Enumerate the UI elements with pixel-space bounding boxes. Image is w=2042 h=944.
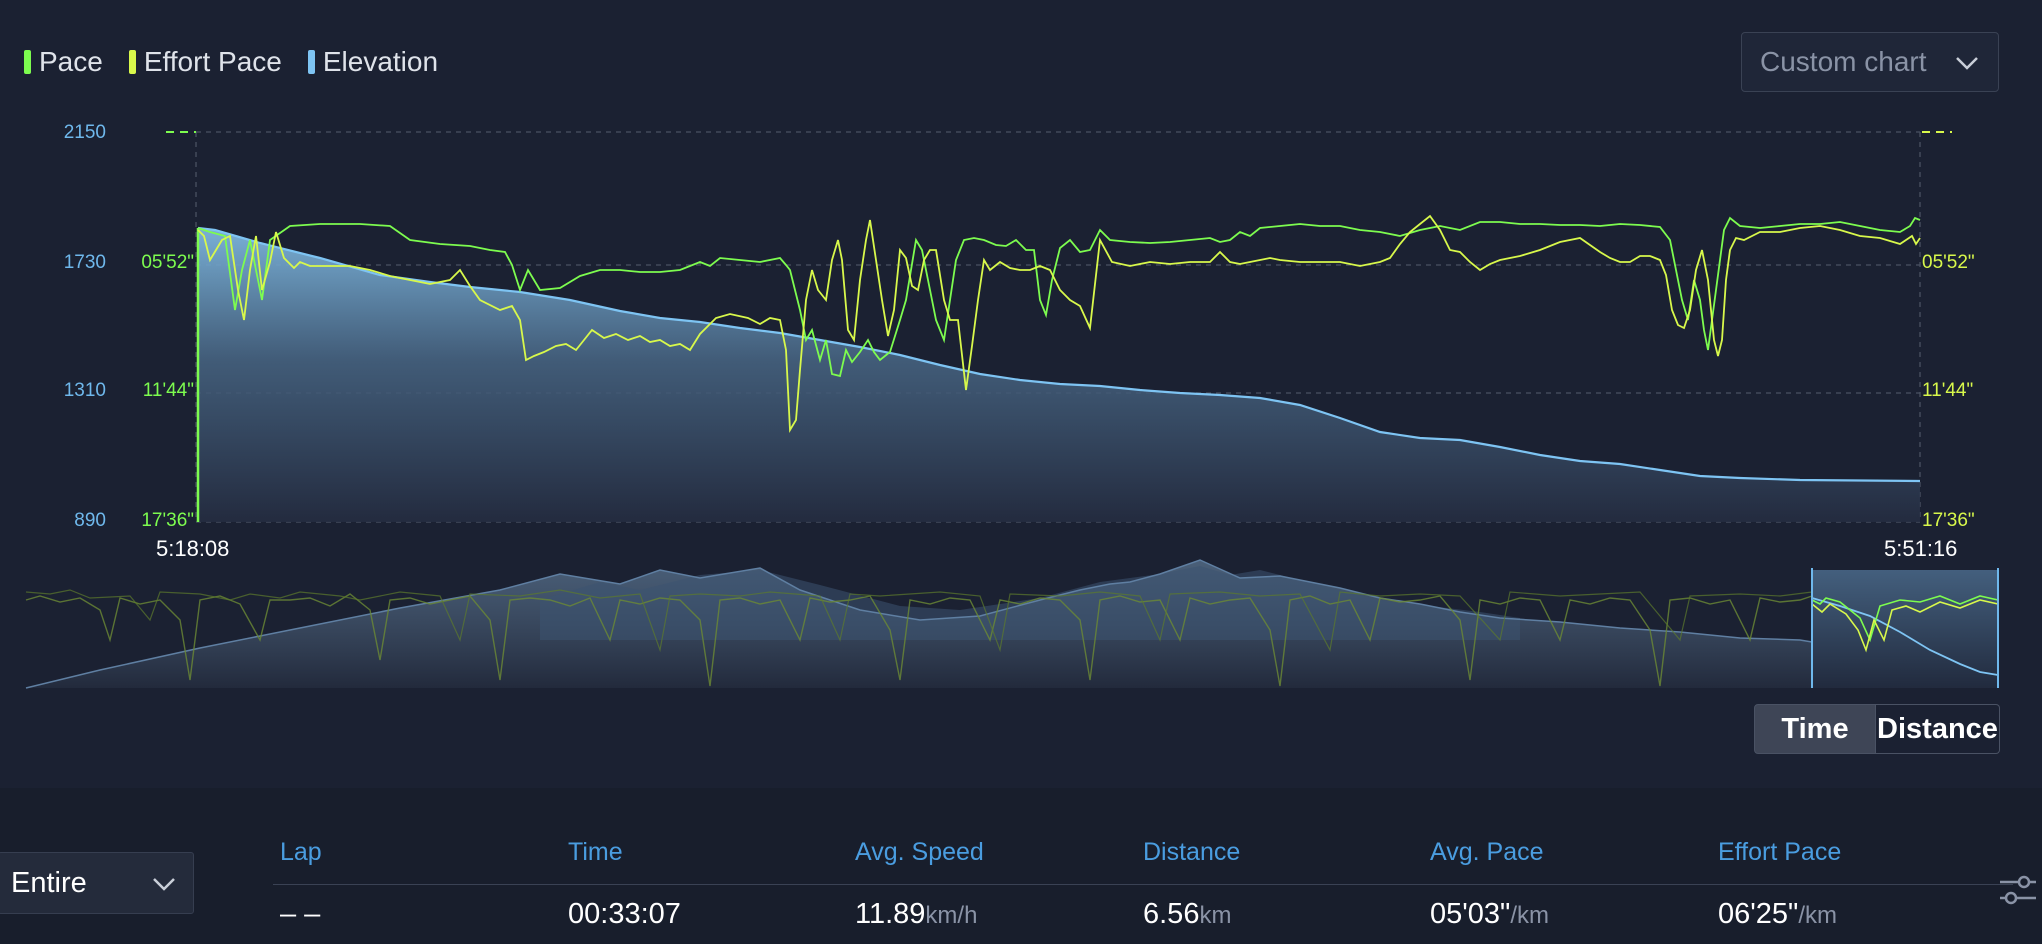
header-effort-pace: Effort Pace [1718, 838, 1842, 866]
pace-tick: 11'44" [143, 380, 194, 401]
range-select-label: Entire [11, 866, 87, 899]
minimap-selection-effort [1811, 599, 1999, 653]
elevation-tick: 1730 [64, 252, 106, 273]
value-avg-speed: 11.89km/h [855, 898, 977, 931]
avg-speed-number: 11.89 [855, 898, 926, 930]
stats-panel: Entire Lap Time Avg. Speed Distance Avg.… [0, 788, 2042, 944]
effort-pace-number: 06'25" [1718, 898, 1799, 930]
effort-pace-tick: 05'52" [1922, 252, 1975, 273]
legend-elevation[interactable]: Elevation [307, 46, 439, 78]
minimap-selection-elevation [1811, 597, 1999, 676]
chart-panel: Pace Effort Pace Elevation Custom chart [0, 0, 2042, 754]
header-time: Time [568, 838, 623, 866]
elevation-area [198, 228, 1920, 522]
effort-pace-unit: /km [1798, 902, 1838, 929]
elevation-tick: 890 [74, 510, 106, 531]
minimap-selection-window[interactable] [1812, 570, 1998, 688]
x-axis-toggle: Time Distance [1754, 704, 2000, 754]
header-avg-pace: Avg. Pace [1430, 838, 1544, 866]
avg-speed-unit: km/h [925, 902, 978, 929]
chevron-down-icon [153, 878, 175, 891]
custom-chart-label: Custom chart [1760, 46, 1927, 77]
pace-tick: 17'36" [141, 510, 194, 531]
effort-pace-tick: 17'36" [1922, 510, 1975, 531]
legend-swatch-effort-pace [128, 50, 136, 74]
legend-effort-pace[interactable]: Effort Pace [128, 46, 282, 78]
sliders-icon[interactable] [1998, 870, 2038, 910]
pace-tick: 05'52" [141, 252, 194, 273]
value-avg-pace: 05'03"/km [1430, 898, 1549, 931]
custom-chart-select[interactable]: Custom chart [1741, 32, 1999, 92]
effort-pace-line [197, 214, 1921, 434]
distance-number: 6.56 [1143, 898, 1200, 930]
avg-pace-number: 05'03" [1430, 898, 1511, 930]
distance-toggle-button[interactable]: Distance [1876, 704, 2000, 754]
minimap-effort-trace [25, 589, 1813, 653]
effort-pace-tick: 11'44" [1922, 380, 1973, 401]
legend-swatch-pace [24, 50, 31, 74]
minimap-pace-trace [25, 593, 1813, 687]
elevation-line [197, 226, 1921, 483]
pace-elevation-chart[interactable]: 2150 1730 1310 890 05'52" 11'44" 17'36" … [0, 0, 2042, 700]
legend-swatch-elevation [307, 50, 315, 74]
x-start-label: 5:18:08 [156, 536, 229, 561]
value-effort-pace: 06'25"/km [1718, 898, 1837, 931]
overview-minimap[interactable] [25, 559, 1999, 689]
elevation-tick: 2150 [64, 122, 106, 143]
pace-line [197, 216, 1921, 378]
minimap-selection-pace [1811, 595, 1999, 643]
x-end-label: 5:51:16 [1884, 536, 1957, 561]
stats-divider [273, 884, 2013, 885]
legend-label-effort-pace: Effort Pace [143, 46, 282, 77]
distance-unit: km [1199, 902, 1232, 929]
avg-pace-unit: /km [1510, 902, 1550, 929]
range-select[interactable]: Entire [0, 852, 194, 914]
value-lap: – – [280, 898, 321, 930]
header-lap: Lap [280, 838, 322, 866]
legend-label-elevation: Elevation [322, 46, 439, 77]
value-distance: 6.56km [1143, 898, 1231, 931]
value-time: 00:33:07 [568, 898, 681, 930]
minimap-elevation-line [25, 559, 1813, 689]
chart-legend: Pace Effort Pace Elevation [24, 46, 438, 78]
elevation-tick: 1310 [64, 380, 106, 401]
chevron-down-icon [1956, 57, 1978, 70]
time-toggle-button[interactable]: Time [1754, 704, 1876, 754]
header-distance: Distance [1143, 838, 1241, 866]
header-avg-speed: Avg. Speed [855, 838, 984, 866]
legend-pace[interactable]: Pace [24, 46, 103, 78]
legend-label-pace: Pace [39, 46, 103, 77]
